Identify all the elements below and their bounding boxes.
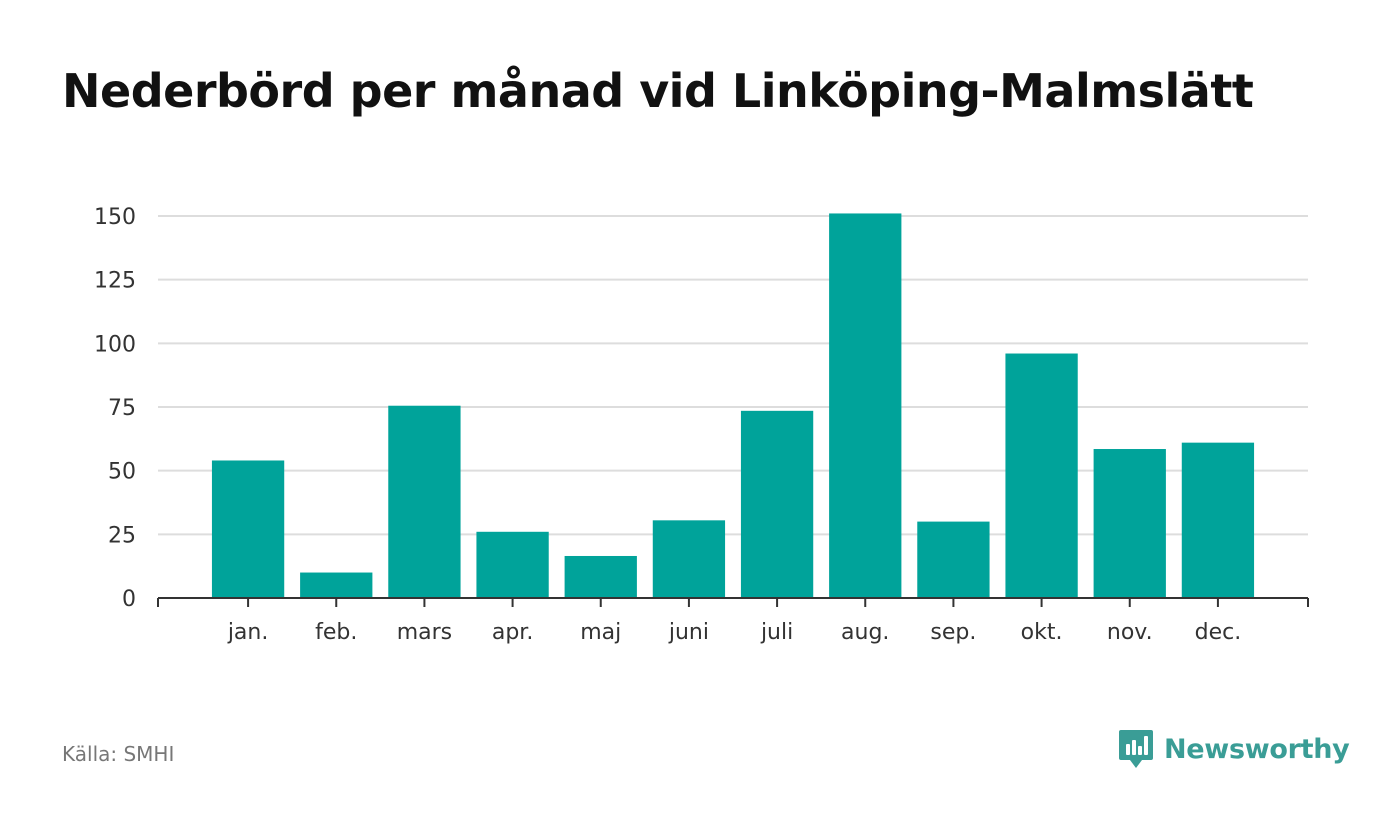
y-axis-ticks: 0 25 50 75 100 125 150 — [94, 205, 136, 612]
bar-nov — [1093, 449, 1166, 598]
x-tick-label: maj — [580, 620, 621, 645]
x-tick-label: nov. — [1107, 620, 1153, 645]
x-tick-label: mars — [397, 620, 452, 645]
y-tick-label: 0 — [122, 587, 136, 612]
x-tick-label: jan. — [227, 620, 269, 645]
chart-title: Nederbörd per månad vid Linköping-Malmsl… — [62, 64, 1254, 118]
x-tick-label: juli — [760, 620, 793, 645]
brand-name: Newsworthy — [1164, 733, 1350, 765]
bar-sep — [917, 521, 990, 598]
newsworthy-logo-icon — [1119, 730, 1153, 768]
bar-juni — [652, 520, 726, 598]
x-tick-label: okt. — [1021, 620, 1063, 645]
bar-mars — [388, 405, 461, 598]
bar-dec — [1181, 442, 1255, 598]
y-tick-label: 125 — [94, 269, 136, 294]
x-tick-label: apr. — [492, 620, 533, 645]
x-axis-ticks: jan. feb. mars apr. maj juni juli aug. sep. okt. n… — [227, 598, 1241, 645]
x-tick-label: aug. — [841, 620, 889, 645]
y-tick-label: 25 — [108, 523, 136, 548]
bar-maj — [564, 555, 637, 598]
bar-okt — [1005, 353, 1078, 598]
bar-jan — [211, 460, 285, 598]
bar-aug — [829, 213, 902, 598]
bars — [211, 213, 1255, 598]
bar-juli — [740, 410, 814, 598]
y-tick-label: 75 — [108, 396, 136, 421]
x-tick-label: juni — [668, 620, 709, 645]
x-tick-label: sep. — [930, 620, 976, 645]
x-tick-label: dec. — [1195, 620, 1242, 645]
y-tick-label: 100 — [94, 332, 136, 357]
source-note: Källa: SMHI — [62, 742, 175, 766]
brand: Newsworthy — [1118, 728, 1350, 770]
y-tick-label: 50 — [108, 460, 136, 485]
bar-apr — [476, 531, 549, 598]
x-axis — [157, 597, 1309, 607]
y-tick-label: 150 — [94, 205, 136, 230]
gridlines — [158, 215, 1308, 536]
bar-chart: 0 25 50 75 100 125 150 jan. feb. mars apr. maj juni… — [94, 205, 1309, 645]
x-tick-label: feb. — [315, 620, 357, 645]
bar-feb — [300, 572, 373, 598]
